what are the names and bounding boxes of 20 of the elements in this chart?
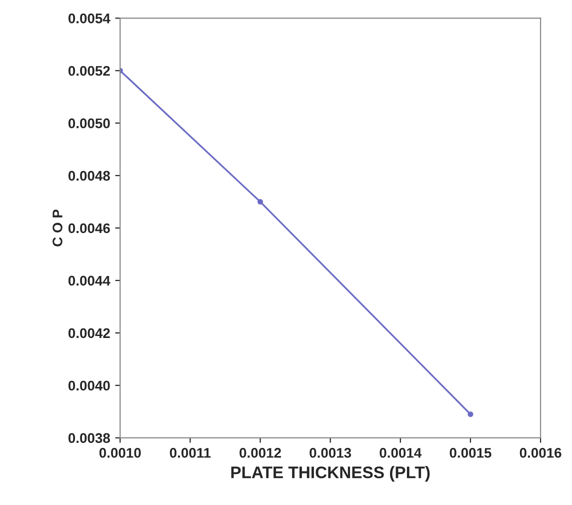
y-tick-label: 0.0054 (68, 14, 110, 24)
point (257, 199, 264, 205)
y-tick-label: 0.0052 (68, 66, 110, 76)
y-tick-label: 0.0048 (68, 170, 110, 181)
y-tick-label: 0.0038 (68, 433, 110, 444)
y-tick-label: 0.0044 (68, 276, 110, 286)
y-tick-label: 0.0040 (68, 380, 110, 391)
x-tick-label: 0.0014 (380, 448, 422, 458)
x-tick-label: 0.0012 (240, 448, 281, 458)
x-tick-label: 0.0011 (170, 448, 211, 458)
y-axis-title: C O P (52, 210, 62, 246)
x-tick-label: 0.0016 (520, 448, 562, 458)
x-tick-label: 0.0010 (99, 448, 141, 458)
y-tick-label: 0.0050 (68, 118, 110, 128)
y-tick-label: 0.0042 (68, 328, 110, 338)
x-axis-title: PLATE THICKNESS (PLT) (231, 466, 430, 482)
x-tick-label: 0.0013 (310, 448, 352, 458)
point (468, 411, 474, 418)
y-tick-label: 0.0046 (68, 223, 110, 234)
x-tick-label: 0.0015 (450, 448, 492, 458)
